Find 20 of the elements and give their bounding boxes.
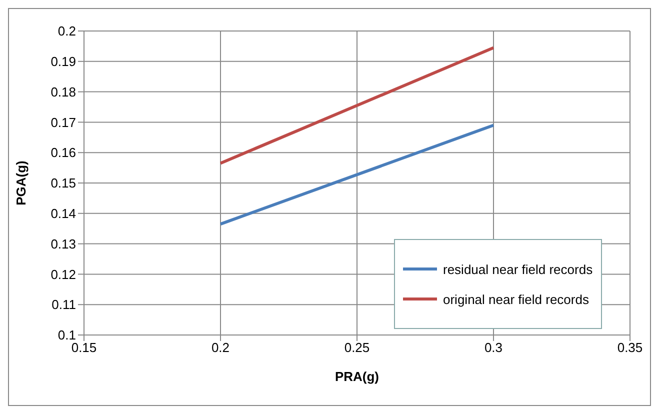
x-tick-label: 0.2: [211, 340, 230, 356]
y-axis-title: PGA(g): [14, 160, 29, 206]
y-tick-label: 0.14: [50, 206, 76, 222]
x-tick-label: 0.3: [484, 340, 503, 356]
y-tick-label: 0.2: [58, 24, 76, 39]
y-tick-label: 0.12: [50, 266, 76, 282]
legend-label: residual near field records: [443, 262, 593, 276]
x-tick-label: 0.25: [344, 340, 370, 356]
legend-label: original near field records: [443, 292, 589, 306]
y-tick-label: 0.16: [50, 145, 76, 160]
y-tick-label: 0.19: [50, 54, 76, 70]
y-tick-label: 0.18: [50, 84, 76, 100]
y-tick-label: 0.1: [58, 328, 76, 343]
y-tick-label: 0.17: [50, 114, 76, 130]
y-tick-label: 0.15: [50, 176, 76, 191]
y-tick-label: 0.13: [50, 236, 76, 252]
x-tick-label: 0.35: [617, 340, 643, 356]
y-tick-label: 0.11: [52, 297, 76, 312]
x-tick-label: 0.15: [71, 340, 97, 356]
x-axis-title: PRA(g): [334, 369, 380, 384]
